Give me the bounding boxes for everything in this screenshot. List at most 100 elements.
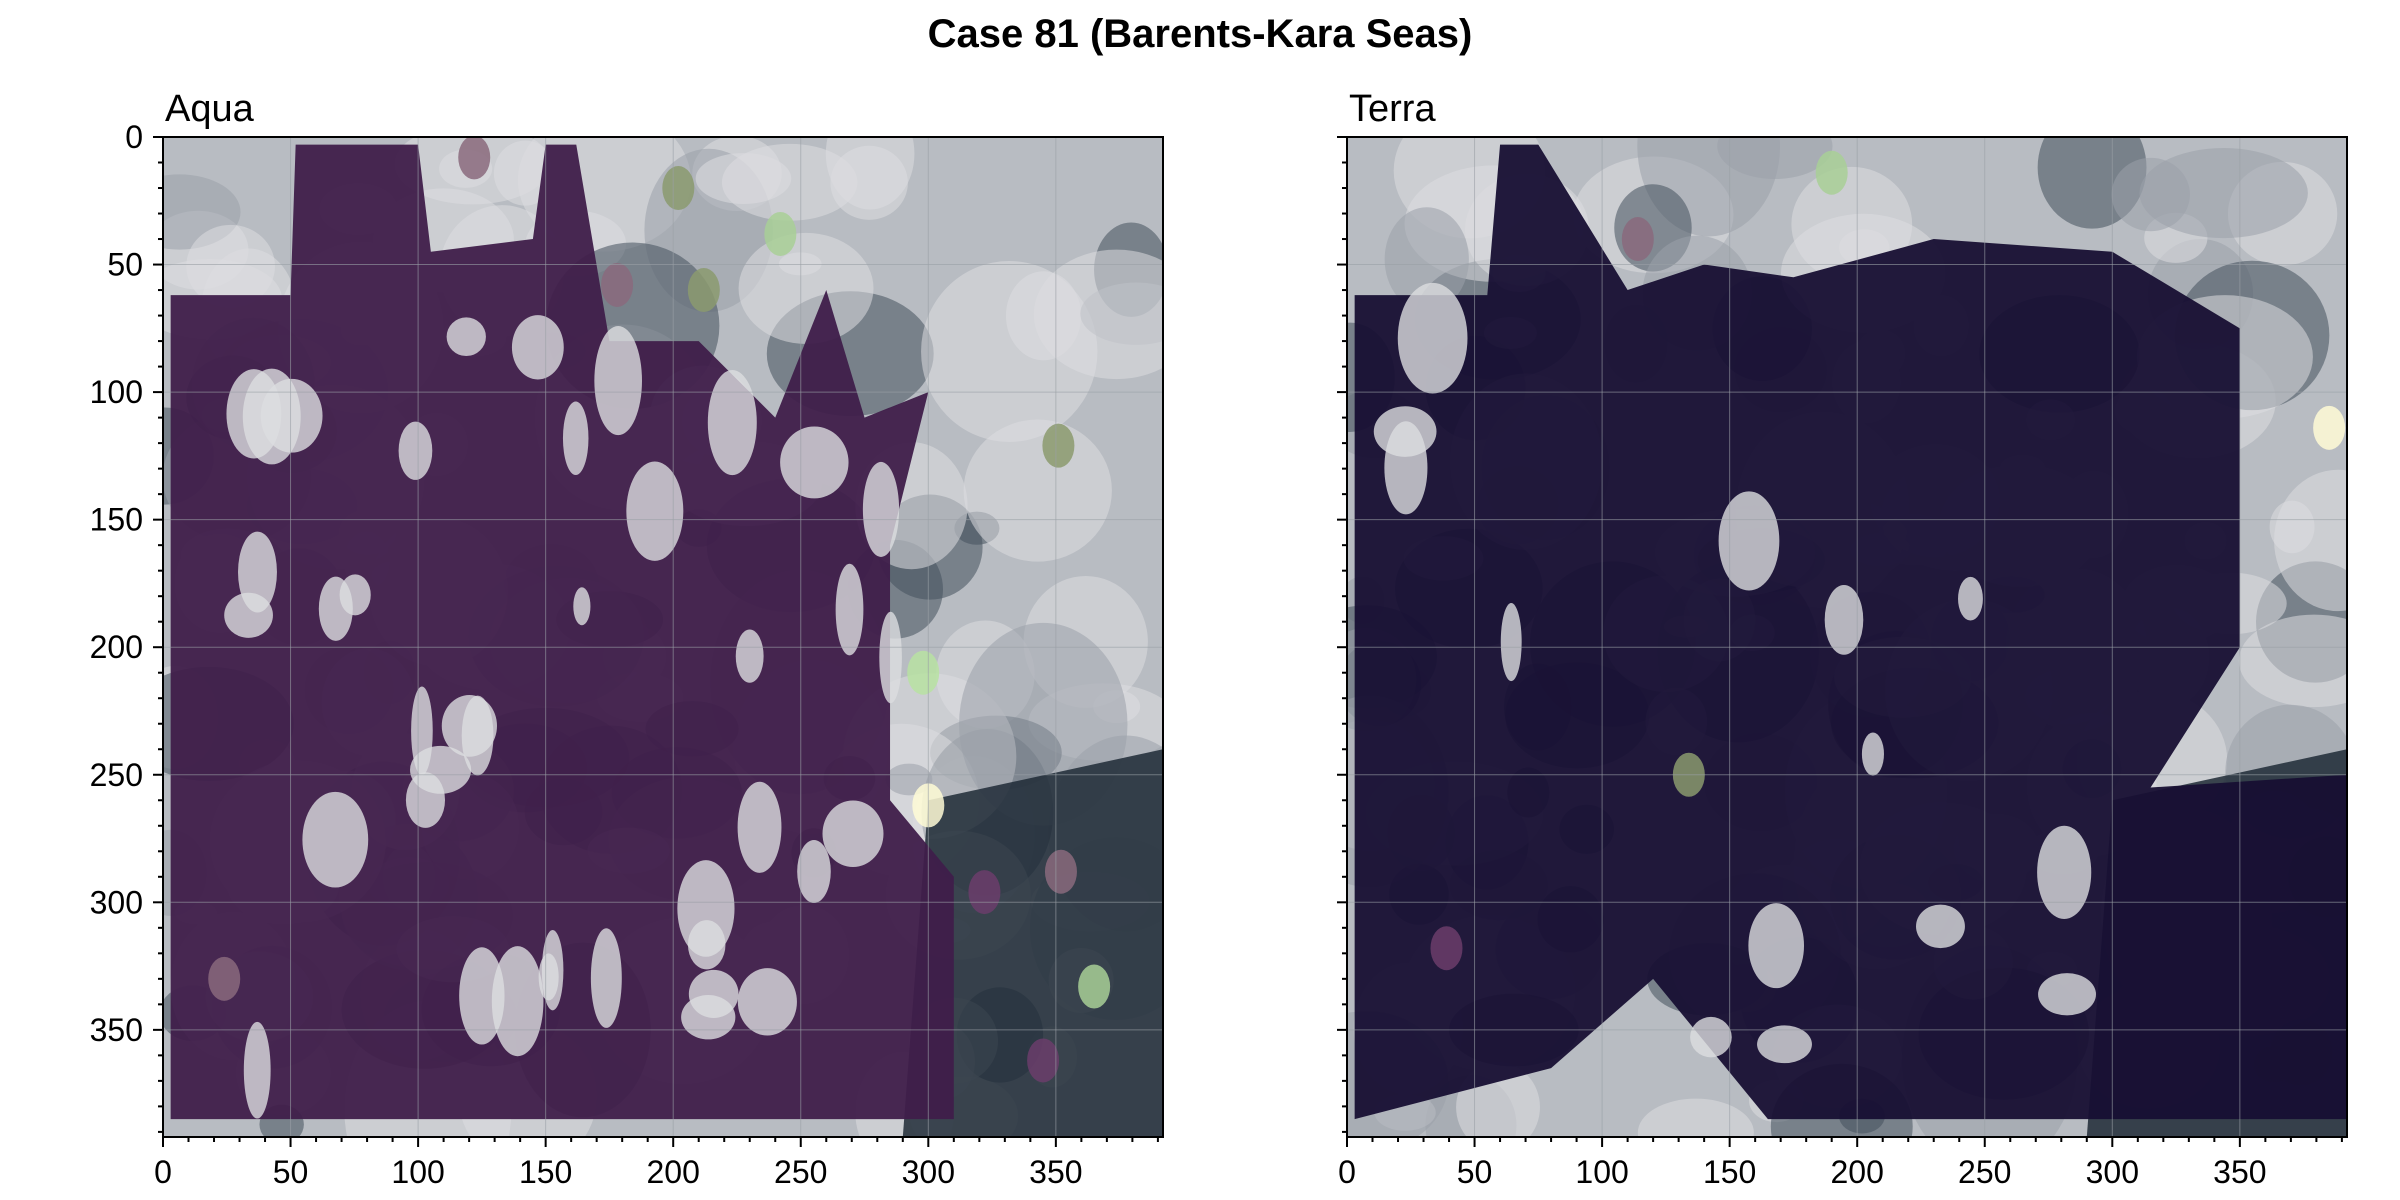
aqua-x-tick-label: 300 bbox=[902, 1154, 955, 1190]
terra-cloud-texture bbox=[2100, 807, 2273, 1021]
aqua-cloud-texture bbox=[778, 252, 822, 276]
terra-cloud-texture bbox=[2026, 713, 2157, 857]
terra-cloud-texture bbox=[1425, 1075, 1517, 1137]
terra-cloud-texture bbox=[1784, 691, 1948, 890]
terra-cloud-texture bbox=[1374, 1094, 1436, 1131]
terra-cloud-texture bbox=[2225, 704, 2347, 839]
terra-cloud-texture bbox=[2027, 951, 2078, 988]
terra-cloud-texture bbox=[2062, 739, 2122, 799]
aqua-cloud-gap bbox=[835, 563, 864, 656]
terra-cloud-texture bbox=[1734, 327, 1827, 413]
terra-cloud-texture bbox=[2139, 148, 2308, 239]
terra-cloud-texture bbox=[1735, 411, 1910, 609]
terra-cloud-gap bbox=[1384, 421, 1428, 515]
terra-cloud-texture bbox=[1657, 560, 1820, 743]
terra-floe-3 bbox=[1430, 926, 1463, 971]
terra-cloud-texture bbox=[1772, 1004, 1903, 1109]
terra-cloud-gap bbox=[2038, 973, 2096, 1016]
terra-cloud-texture bbox=[1748, 1079, 1804, 1123]
terra-cloud-texture bbox=[2174, 260, 2330, 411]
terra-cloud-texture bbox=[1347, 605, 1437, 709]
terra-cloud-texture bbox=[1729, 614, 1775, 652]
terra-cloud-texture bbox=[2147, 238, 2254, 350]
aqua-panel-title: Aqua bbox=[165, 88, 255, 130]
terra-cloud-texture bbox=[1740, 936, 1859, 1063]
aqua-cloud-gap bbox=[879, 611, 902, 704]
terra-cloud-texture bbox=[1448, 993, 1579, 1067]
terra-cloud-texture bbox=[1347, 640, 1422, 726]
terra-cloud-texture bbox=[1504, 663, 1572, 751]
aqua-cloud-gap bbox=[626, 461, 684, 561]
aqua-x-tick-label: 0 bbox=[154, 1154, 172, 1190]
terra-cloud-texture bbox=[1347, 719, 1435, 851]
aqua-cloud-texture bbox=[721, 143, 858, 221]
aqua-cloud-gap bbox=[822, 800, 884, 868]
terra-cloud-texture bbox=[2127, 607, 2210, 708]
terra-cloud-gap bbox=[1861, 732, 1884, 776]
terra-cloud-texture bbox=[2273, 808, 2344, 857]
aqua-image bbox=[163, 137, 1163, 1137]
terra-cloud-texture bbox=[1425, 335, 1526, 441]
terra-cloud-texture bbox=[1877, 514, 1952, 566]
aqua-floe-12 bbox=[208, 956, 241, 1001]
aqua-cloud-gap bbox=[562, 401, 589, 476]
terra-cloud-gap bbox=[1690, 1016, 1732, 1058]
terra-floe-2 bbox=[1672, 752, 1705, 797]
terra-cloud-texture bbox=[1637, 137, 1780, 237]
aqua-cloud-gap bbox=[538, 953, 559, 1001]
terra-cloud-texture bbox=[1954, 813, 2040, 884]
aqua-frame bbox=[162, 136, 1164, 1138]
terra-cloud-texture bbox=[1449, 373, 1603, 551]
aqua-cloud-gap bbox=[302, 791, 369, 888]
aqua-floe-8 bbox=[1027, 1038, 1060, 1083]
terra-cloud-texture bbox=[2269, 500, 2315, 554]
terra-cloud-texture bbox=[2157, 923, 2331, 1037]
aqua-x-tick-label: 100 bbox=[391, 1154, 444, 1190]
terra-cloud-texture bbox=[1654, 508, 1816, 597]
terra-cloud-texture bbox=[1931, 595, 2010, 682]
terra-x-tick-label: 250 bbox=[1958, 1154, 2011, 1190]
aqua-floe-1 bbox=[687, 268, 720, 313]
terra-cloud-texture bbox=[1933, 925, 2013, 1000]
aqua-cloud-gap bbox=[780, 426, 849, 499]
terra-cloud-texture bbox=[1347, 695, 1449, 888]
terra-x-tick-label: 200 bbox=[1831, 1154, 1884, 1190]
terra-cloud-texture bbox=[1978, 576, 2045, 613]
terra-floe-4 bbox=[2313, 405, 2346, 450]
aqua-cloud-gap bbox=[441, 694, 497, 757]
terra-cloud-texture bbox=[1573, 156, 1734, 274]
aqua-cloud-gap bbox=[511, 315, 564, 380]
aqua-floe-10 bbox=[968, 870, 1001, 915]
terra-x-tick-label: 0 bbox=[1338, 1154, 1356, 1190]
aqua-x-tick-label: 350 bbox=[1029, 1154, 1082, 1190]
aqua-y-tick-label: 350 bbox=[90, 1012, 143, 1048]
terra-cloud-texture bbox=[1604, 304, 1668, 383]
terra-cloud-texture bbox=[1913, 294, 1970, 357]
terra-cloud-texture bbox=[1793, 755, 1961, 970]
aqua-cloud-texture bbox=[186, 224, 275, 308]
aqua-x-tick-label: 200 bbox=[647, 1154, 700, 1190]
terra-grid bbox=[1346, 136, 2347, 1137]
aqua-cloud-gap bbox=[491, 946, 544, 1057]
aqua-floe-7 bbox=[1044, 849, 1077, 894]
terra-cloud-texture bbox=[1477, 466, 1559, 545]
terra-cloud-texture bbox=[1449, 850, 1549, 921]
terra-cloud-texture bbox=[1537, 886, 1604, 953]
terra-cloud-texture bbox=[2076, 690, 2228, 830]
aqua-y-tick-label: 250 bbox=[90, 757, 143, 793]
terra-cloud-texture bbox=[1492, 254, 1546, 293]
terra-cloud-texture bbox=[2114, 388, 2173, 435]
terra-cloud-texture bbox=[1845, 882, 1932, 948]
terra-x-tick-label: 150 bbox=[1703, 1154, 1756, 1190]
terra-cloud-texture bbox=[1712, 276, 1812, 382]
terra-y-axis bbox=[1337, 136, 1347, 1133]
terra-cloud-texture bbox=[1828, 630, 1963, 778]
terra-cloud-texture bbox=[1880, 460, 2029, 571]
terra-cloud-texture bbox=[2238, 614, 2347, 708]
aqua-floe-0 bbox=[764, 211, 797, 256]
terra-cloud-texture bbox=[1718, 963, 1776, 1012]
terra-floe-1 bbox=[1621, 217, 1654, 262]
aqua-cloud-gap bbox=[594, 326, 642, 436]
terra-cloud-texture bbox=[1481, 395, 1610, 540]
terra-cloud-texture bbox=[1901, 945, 2078, 1137]
